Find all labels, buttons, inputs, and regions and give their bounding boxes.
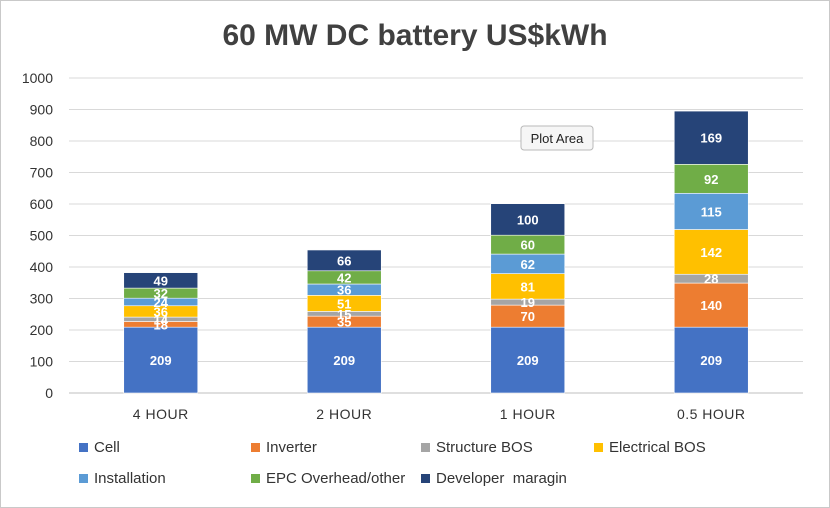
data-label: 35 xyxy=(337,315,351,330)
data-label: 36 xyxy=(154,304,168,319)
plot-area-tooltip: Plot Area xyxy=(520,125,594,151)
legend-swatch xyxy=(421,443,430,452)
legend-item-cell[interactable]: Cell xyxy=(79,439,120,456)
x-tick-label: 2 HOUR xyxy=(316,406,372,422)
legend-label: Developer maragin xyxy=(436,470,567,487)
y-tick-label: 500 xyxy=(30,228,54,244)
data-label: 209 xyxy=(150,353,172,368)
data-label: 49 xyxy=(154,273,168,288)
bar-0-5-hour-developer-maragin[interactable] xyxy=(673,110,749,165)
y-tick-label: 1000 xyxy=(22,70,53,86)
bar-0-5-hour-installation[interactable] xyxy=(673,192,749,230)
x-tick-label: 0.5 HOUR xyxy=(677,406,746,422)
data-label: 24 xyxy=(154,295,169,310)
legend-swatch xyxy=(251,443,260,452)
data-labels: 2091814362432492093515513642662097019816… xyxy=(150,131,722,368)
y-tick-label: 400 xyxy=(30,259,54,275)
bar-1-hour-cell[interactable] xyxy=(490,326,566,394)
legend-label: Structure BOS xyxy=(436,439,533,456)
data-label: 62 xyxy=(521,257,535,272)
y-tick-label: 0 xyxy=(45,385,53,401)
legend-item-installation[interactable]: Installation xyxy=(79,470,166,487)
y-tick-label: 600 xyxy=(30,196,54,212)
data-label: 209 xyxy=(517,353,539,368)
data-label: 51 xyxy=(337,296,351,311)
legend-label: Cell xyxy=(94,439,120,456)
data-label: 42 xyxy=(337,270,351,285)
data-label: 209 xyxy=(333,353,355,368)
y-tick-label: 700 xyxy=(30,165,54,181)
data-label: 169 xyxy=(700,131,722,146)
bar-1-hour-electrical-bos[interactable] xyxy=(490,273,566,300)
bar-4-hour-developer-maragin[interactable] xyxy=(123,272,199,289)
data-label: 100 xyxy=(517,212,539,227)
y-tick-label: 200 xyxy=(30,322,54,338)
legend-swatch xyxy=(79,474,88,483)
x-axis-ticks: 4 HOUR 2 HOUR 1 HOUR 0.5 HOUR xyxy=(133,406,746,422)
x-tick-label: 4 HOUR xyxy=(133,406,189,422)
bar-1-hour-developer-maragin[interactable] xyxy=(490,203,566,236)
data-label: 36 xyxy=(337,283,351,298)
data-label: 209 xyxy=(700,353,722,368)
bar-2-hour-developer-maragin[interactable] xyxy=(306,249,382,272)
legend-label: EPC Overhead/other xyxy=(266,470,405,487)
data-label: 60 xyxy=(521,238,535,253)
y-tick-label: 800 xyxy=(30,133,54,149)
legend-item-electrical-bos[interactable]: Electrical BOS xyxy=(594,439,706,456)
legend-swatch xyxy=(79,443,88,452)
data-label: 19 xyxy=(521,295,535,310)
legend-label: Installation xyxy=(94,470,166,487)
data-label: 15 xyxy=(337,307,351,322)
legend-label: Electrical BOS xyxy=(609,439,706,456)
y-axis-ticks: 0 100 200 300 400 500 600 700 800 900 1000 xyxy=(22,70,53,401)
data-label: 92 xyxy=(704,172,718,187)
data-label: 70 xyxy=(521,309,535,324)
tooltip-box xyxy=(520,125,594,151)
tooltip-text: Plot Area xyxy=(531,131,585,146)
data-label: 142 xyxy=(700,245,722,260)
bar-0-5-hour-epc-overhead-other[interactable] xyxy=(673,164,749,194)
data-label: 66 xyxy=(337,253,351,268)
bar-4-hour-cell[interactable] xyxy=(123,326,199,394)
data-label: 81 xyxy=(521,279,535,294)
y-tick-label: 300 xyxy=(30,291,54,307)
legend-swatch xyxy=(251,474,260,483)
chart-title: 60 MW DC battery US$kWh xyxy=(222,19,607,52)
legend-swatch xyxy=(421,474,430,483)
legend-swatch xyxy=(594,443,603,452)
data-label: 28 xyxy=(704,272,718,287)
bar-0-5-hour-electrical-bos[interactable] xyxy=(673,229,749,275)
y-tick-label: 900 xyxy=(30,102,54,118)
legend-item-epc-overhead-other[interactable]: EPC Overhead/other xyxy=(251,470,405,487)
data-label: 32 xyxy=(154,286,168,301)
legend-label: Inverter xyxy=(266,439,317,456)
x-tick-label: 1 HOUR xyxy=(500,406,556,422)
data-label: 18 xyxy=(154,317,168,332)
bars[interactable] xyxy=(123,110,749,394)
y-tick-label: 100 xyxy=(30,354,54,370)
data-label: 115 xyxy=(701,204,722,219)
data-label: 14 xyxy=(154,312,169,327)
legend[interactable]: Cell Inverter Structure BOS Electrical BOS I… xyxy=(79,439,706,487)
bar-0-5-hour-cell[interactable] xyxy=(673,326,749,394)
data-label: 140 xyxy=(700,298,722,313)
legend-item-inverter[interactable]: Inverter xyxy=(251,439,317,456)
legend-item-developer-maragin[interactable]: Developer maragin xyxy=(421,470,567,487)
legend-item-structure-bos[interactable]: Structure BOS xyxy=(421,439,533,456)
